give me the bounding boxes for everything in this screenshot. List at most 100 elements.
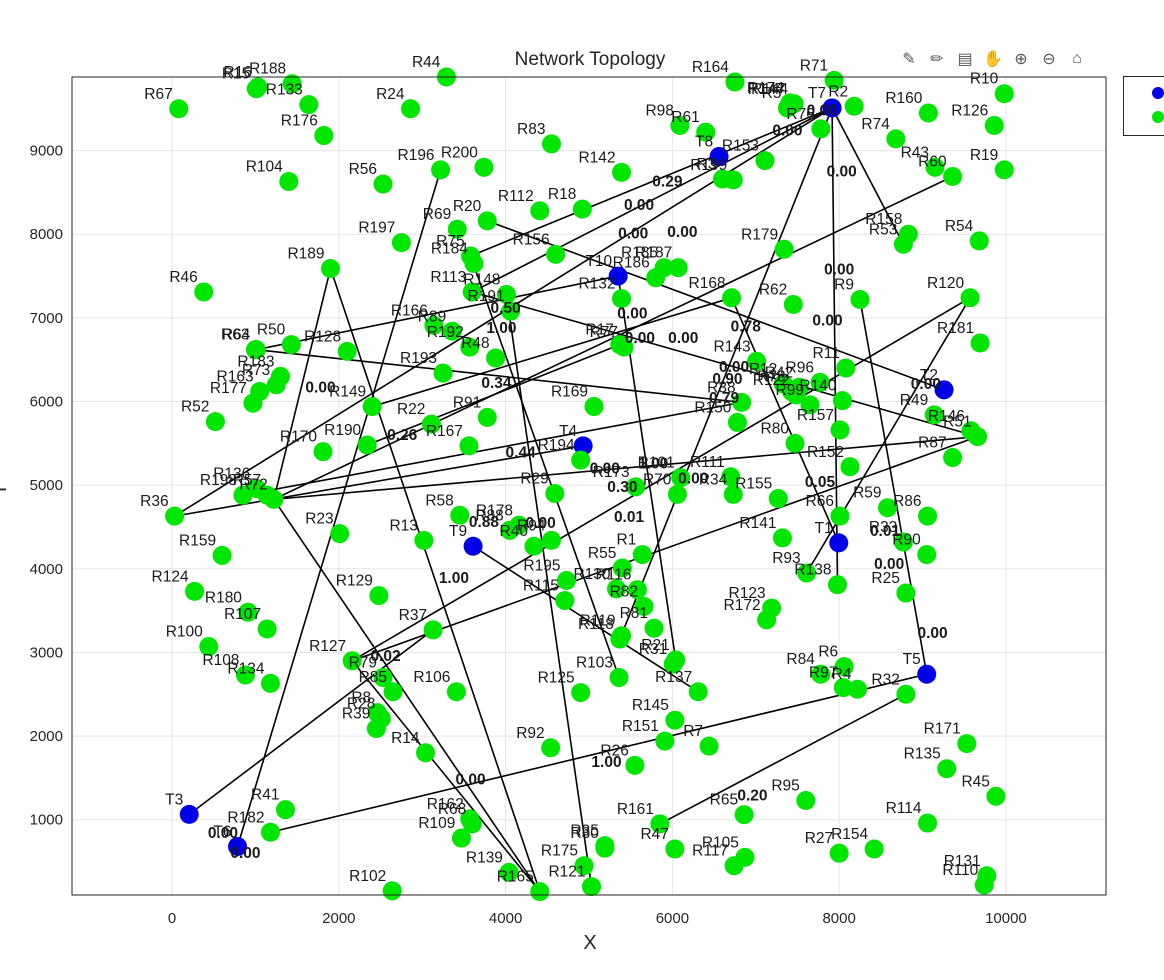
node-marker[interactable] [337,341,357,361]
node-marker[interactable] [260,822,280,842]
node-marker[interactable] [313,442,333,462]
home-icon[interactable]: ⌂ [1072,50,1082,67]
node-marker[interactable] [663,654,683,674]
node-marker[interactable] [414,530,434,550]
node-marker[interactable] [421,414,441,434]
node-marker[interactable] [608,266,628,286]
node-marker[interactable] [960,288,980,308]
node-marker[interactable] [850,289,870,309]
node-marker[interactable] [627,580,647,600]
node-marker[interactable] [462,282,482,302]
node-marker[interactable] [612,626,632,646]
node-marker[interactable] [896,583,916,603]
node-marker[interactable] [896,684,916,704]
node-marker[interactable] [774,239,794,259]
node-marker[interactable] [917,545,937,565]
node-marker[interactable] [722,288,742,308]
node-marker[interactable] [373,668,393,688]
node-marker[interactable] [169,99,189,119]
node-marker[interactable] [451,828,471,848]
node-marker[interactable] [918,813,938,833]
node-marker[interactable] [917,664,937,684]
node-marker[interactable] [541,738,561,758]
node-marker[interactable] [383,682,403,702]
node-marker[interactable] [780,93,800,113]
node-marker[interactable] [934,380,954,400]
node-marker[interactable] [199,637,219,657]
node-marker[interactable] [626,477,646,497]
node-marker[interactable] [264,489,284,509]
node-marker[interactable] [977,866,997,886]
node-marker[interactable] [957,734,977,754]
node-marker[interactable] [321,259,340,279]
node-marker[interactable] [248,77,268,97]
node-marker[interactable] [878,498,898,518]
node-marker[interactable] [755,151,775,171]
node-marker[interactable] [433,363,453,383]
node-marker[interactable] [898,224,918,244]
node-marker[interactable] [844,96,864,116]
node-marker[interactable] [829,843,849,863]
node-marker[interactable] [541,134,561,154]
node-marker[interactable] [970,333,990,353]
node-marker[interactable] [796,790,816,810]
node-marker[interactable] [275,800,295,820]
node-marker[interactable] [670,116,690,136]
node-marker[interactable] [696,122,716,142]
node-marker[interactable] [281,335,301,355]
node-marker[interactable] [833,678,853,698]
node-marker[interactable] [723,170,743,190]
node-marker[interactable] [994,84,1014,104]
node-marker[interactable] [688,682,708,702]
node-marker[interactable] [786,385,806,405]
node-marker[interactable] [391,233,411,253]
node-marker[interactable] [840,457,860,477]
node-marker[interactable] [607,579,627,599]
node-marker[interactable] [925,157,945,177]
node-marker[interactable] [342,651,362,671]
node-marker[interactable] [205,412,225,432]
node-marker[interactable] [650,814,670,834]
node-marker[interactable] [584,397,604,417]
node-marker[interactable] [612,289,632,309]
node-marker[interactable] [595,836,615,856]
node-marker[interactable] [612,558,632,578]
node-marker[interactable] [811,664,831,684]
node-marker[interactable] [431,160,451,180]
node-marker[interactable] [530,201,550,221]
node-marker[interactable] [614,337,634,357]
node-marker[interactable] [257,619,277,639]
zoom-out-icon[interactable]: ⊖ [1042,51,1056,68]
node-marker[interactable] [477,211,497,231]
node-marker[interactable] [282,74,302,94]
node-marker[interactable] [228,836,248,856]
node-marker[interactable] [165,506,185,526]
node-marker[interactable] [822,98,842,118]
node-marker[interactable] [556,571,576,591]
node-marker[interactable] [450,505,470,525]
node-marker[interactable] [233,485,253,505]
node-marker[interactable] [625,755,645,775]
node-marker[interactable] [541,530,561,550]
node-marker[interactable] [829,533,849,553]
node-marker[interactable] [474,157,494,177]
node-marker[interactable] [612,162,632,182]
node-marker[interactable] [571,683,591,703]
node-marker[interactable] [721,467,741,487]
node-marker[interactable] [886,129,906,149]
node-marker[interactable] [634,596,654,616]
node-marker[interactable] [943,167,963,187]
node-marker[interactable] [459,436,479,456]
node-marker[interactable] [423,620,443,640]
node-marker[interactable] [501,301,521,321]
node-marker[interactable] [299,95,319,115]
node-marker[interactable] [357,435,377,455]
node-marker[interactable] [366,719,386,739]
node-marker[interactable] [212,545,232,565]
node-marker[interactable] [464,254,484,274]
node-marker[interactable] [757,610,777,630]
node-marker[interactable] [864,839,884,859]
node-marker[interactable] [655,731,675,751]
node-marker[interactable] [486,348,506,368]
